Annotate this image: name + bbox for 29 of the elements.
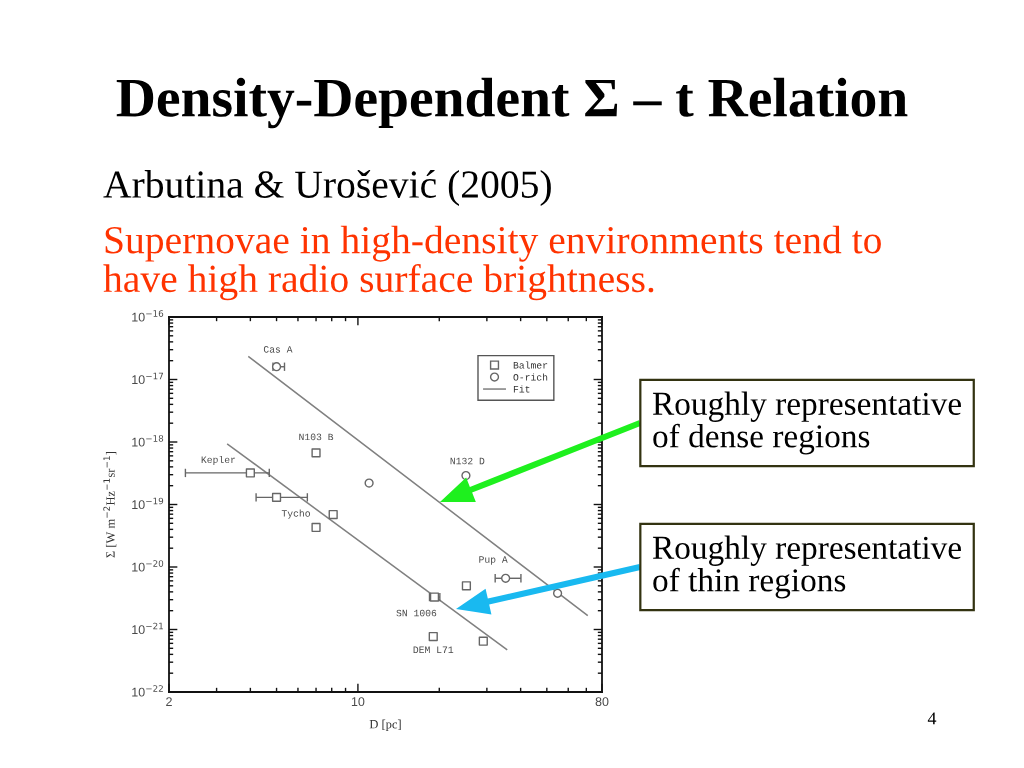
annotation: Pup A <box>479 556 508 565</box>
legend-label: Balmer <box>513 361 548 369</box>
y-tick-label: 10$^{−20}$ <box>132 560 164 572</box>
y-tick-label: 10$^{−16}$ <box>132 310 164 322</box>
annotation: Tycho <box>281 509 310 519</box>
text: Roughly representative of dense regions <box>652 391 961 455</box>
annotation: N103 B <box>299 433 334 441</box>
legend-label: O-rich <box>513 373 548 381</box>
annotation: SN 1006 <box>396 609 437 617</box>
text: Roughly representative of thin regions <box>652 535 961 599</box>
x-tick-label: 80 <box>595 697 609 707</box>
x-axis-title: D [pc] <box>369 719 401 731</box>
legend-label: Fit <box>513 385 530 393</box>
y-tick-label: 10$^{−19}$ <box>132 497 164 510</box>
annotation: Cas A <box>263 346 293 353</box>
annotation: DEM L71 <box>413 646 454 653</box>
y-tick-label: 10$^{−22}$ <box>132 685 163 697</box>
annotation: Kepler <box>201 455 236 465</box>
x-tick-label: 2 <box>166 697 172 706</box>
chart-title: Density-Dependent Σ – t Relation <box>116 77 908 129</box>
y-tick-label: 10$^{−18}$ <box>132 435 164 447</box>
chart-subtitle: Arbutina & Urošević (2005) <box>103 170 551 206</box>
x-tick-label: 10 <box>351 697 365 707</box>
text: Supernovae in high-density environments tend to have high radio surface brightness. <box>103 225 881 301</box>
y-tick-label: 10$^{−17}$ <box>132 372 164 385</box>
text: 4 <box>927 712 937 725</box>
annotation: N132 D <box>450 457 485 465</box>
y-tick-label: 10$^{−21}$ <box>132 622 163 635</box>
y-axis-title: Σ [W m$^{−2}$Hz$^{−1}$sr$^{−1}$] <box>103 451 117 558</box>
